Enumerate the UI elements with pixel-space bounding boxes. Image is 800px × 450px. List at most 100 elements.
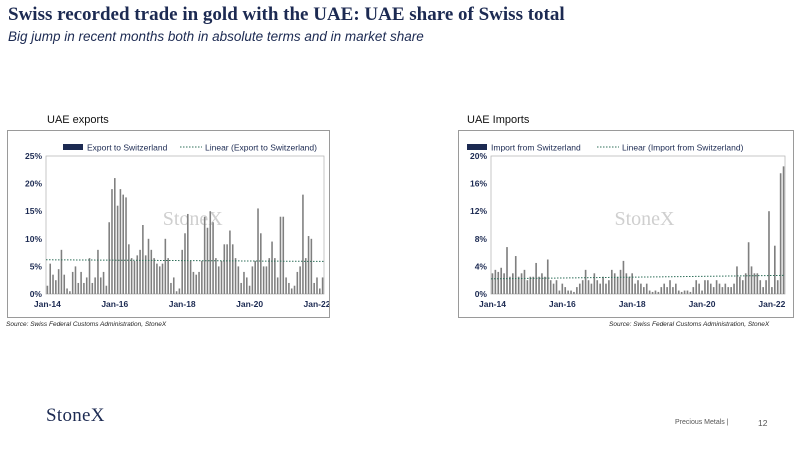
exports-bar: [130, 258, 133, 294]
imports-chart-title: UAE Imports: [467, 114, 530, 126]
imports-bar: [596, 280, 599, 294]
imports-bar: [736, 266, 738, 294]
exports-bar: [114, 178, 116, 294]
exports-bar: [290, 288, 293, 294]
imports-bar: [599, 283, 601, 294]
imports-bar: [584, 269, 587, 294]
imports-bar: [765, 280, 767, 294]
exports-bar: [49, 263, 51, 294]
imports-legend-label-bars: Import from Switzerland: [491, 143, 581, 153]
imports-bar: [520, 273, 523, 294]
exports-bar: [52, 274, 54, 294]
imports-bar: [555, 280, 558, 294]
imports-bar: [747, 242, 750, 294]
imports-bar: [509, 276, 511, 294]
exports-chart-title: UAE exports: [47, 114, 109, 126]
imports-bar: [605, 283, 607, 294]
exports-bar: [282, 216, 285, 294]
exports-bar: [220, 260, 223, 294]
exports-x-tick-label: Jan-22: [304, 299, 329, 309]
exports-bar: [136, 255, 139, 294]
imports-x-tick-label: Jan-18: [619, 299, 646, 309]
imports-bar: [753, 273, 756, 294]
exports-bar: [66, 288, 68, 294]
exports-bar: [231, 244, 234, 294]
imports-bar: [648, 290, 651, 294]
page-subtitle: Big jump in recent months both in absolu…: [8, 29, 424, 44]
imports-bar: [500, 267, 503, 294]
exports-bar: [178, 288, 181, 294]
exports-bar: [175, 291, 178, 294]
imports-bar: [567, 290, 569, 294]
exports-bar: [150, 249, 153, 294]
imports-bar: [576, 287, 578, 294]
imports-bar: [512, 273, 514, 294]
imports-bar: [692, 287, 695, 294]
imports-bar: [552, 283, 555, 294]
imports-bar: [698, 283, 700, 294]
imports-bar: [587, 280, 590, 294]
exports-bar: [187, 213, 189, 294]
imports-bar: [759, 280, 762, 294]
exports-bar: [279, 216, 282, 294]
exports-bar: [265, 266, 268, 294]
exports-y-tick-label: 0%: [30, 289, 43, 299]
imports-bar: [561, 283, 564, 294]
exports-bar: [302, 194, 304, 294]
imports-bar: [741, 280, 744, 294]
imports-bar: [634, 283, 636, 294]
imports-bar: [625, 273, 628, 294]
exports-bar: [313, 282, 315, 294]
imports-bar: [578, 283, 581, 294]
imports-bar: [680, 291, 683, 294]
imports-y-tick-label: 20%: [470, 151, 487, 161]
exports-bar: [164, 238, 167, 294]
exports-bar: [276, 277, 279, 294]
exports-bar: [195, 274, 198, 294]
imports-bar: [669, 280, 671, 294]
exports-bar: [97, 249, 99, 294]
imports-bar: [715, 280, 718, 294]
exports-bar: [60, 249, 63, 294]
exports-bar: [184, 233, 186, 294]
imports-bar: [538, 276, 540, 294]
exports-y-tick-label: 5%: [30, 261, 43, 271]
exports-x-tick-label: Jan-20: [236, 299, 263, 309]
exports-bar: [111, 189, 113, 294]
imports-bar: [523, 269, 526, 294]
exports-bar: [245, 277, 248, 294]
stonex-logo: StoneX: [46, 405, 105, 426]
footer-label: Precious Metals |: [675, 419, 729, 426]
imports-bar: [707, 280, 709, 294]
exports-legend-swatch-bars: [63, 144, 83, 150]
imports-bar: [654, 290, 657, 294]
exports-bar: [63, 274, 66, 294]
imports-bar: [686, 290, 689, 294]
exports-bar: [57, 269, 60, 294]
imports-bar: [739, 276, 741, 294]
exports-y-tick-label: 15%: [25, 206, 42, 216]
imports-bar: [506, 247, 508, 294]
imports-bar: [616, 276, 619, 294]
imports-bar: [643, 287, 645, 294]
exports-bar: [212, 222, 214, 294]
exports-bar: [288, 282, 290, 294]
exports-bar: [74, 266, 77, 294]
exports-bar: [46, 285, 49, 294]
imports-bar: [663, 283, 666, 294]
exports-bar: [240, 282, 242, 294]
imports-bar: [689, 291, 692, 294]
exports-bar: [139, 249, 141, 294]
imports-bar: [645, 283, 648, 294]
imports-bar: [727, 287, 730, 294]
exports-bar: [285, 277, 287, 294]
imports-bar: [494, 269, 497, 294]
imports-bar: [704, 280, 706, 294]
exports-bar: [172, 277, 175, 294]
exports-legend-label-trend: Linear (Export to Switzerland): [205, 143, 317, 153]
exports-bar: [310, 238, 313, 294]
imports-bar: [546, 259, 549, 294]
imports-bar: [640, 283, 642, 294]
imports-bar: [613, 273, 616, 294]
imports-bar: [544, 276, 546, 294]
